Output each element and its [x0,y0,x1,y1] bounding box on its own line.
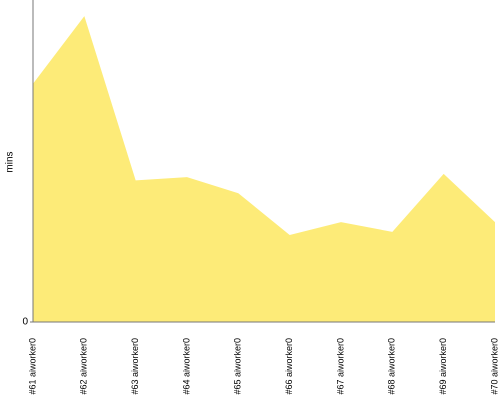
x-tick-label: #69 aiworker0 [438,338,448,395]
x-tick-label: #63 aiworker0 [130,338,140,395]
x-tick-label: #62 aiworker0 [79,338,89,395]
area [33,16,495,322]
y-tick-label: 0 [22,317,28,328]
x-tick-label: #70 aiworker0 [489,338,499,395]
x-tick-label: #68 aiworker0 [387,338,397,395]
x-tick-label: #64 aiworker0 [181,338,191,395]
x-tick-label: #65 aiworker0 [233,338,243,395]
y-axis-label: mins [5,151,16,172]
x-tick-label: #61 aiworker0 [27,338,37,395]
x-tick-label: #67 aiworker0 [335,338,345,395]
x-tick-label: #66 aiworker0 [284,338,294,395]
